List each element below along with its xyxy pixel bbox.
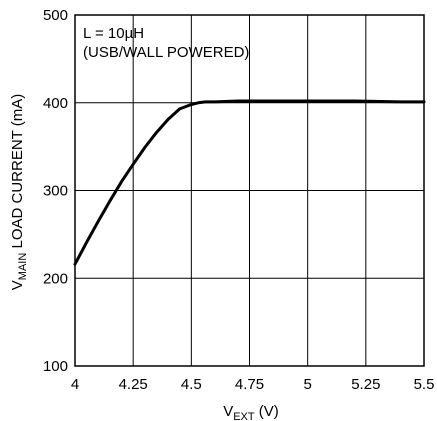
x-tick-label: 4.25 <box>119 376 148 393</box>
x-tick-label: 5.25 <box>351 376 380 393</box>
y-tick-label: 200 <box>43 270 68 287</box>
y-axis-title: VMAIN LOAD CURRENT (mA) <box>9 94 29 290</box>
x-tick-label: 4.5 <box>181 376 202 393</box>
x-axis-title: VEXT (V) <box>223 403 279 421</box>
y-tick-label: 400 <box>43 95 68 112</box>
x-tick-labels: 4 4.25 4.5 4.75 5 5.25 5.5 <box>71 376 435 393</box>
y-tick-label: 100 <box>43 358 68 375</box>
x-axis-title-unit: (V) <box>255 403 279 420</box>
x-axis-title-main: V <box>223 403 233 420</box>
y-axis-title-main: V <box>9 280 26 290</box>
x-tick-label: 4 <box>71 376 79 393</box>
y-tick-labels: 100 200 300 400 500 <box>43 7 68 375</box>
load-current-curve <box>73 99 426 266</box>
y-tick-label: 300 <box>43 183 68 200</box>
y-tick-label: 500 <box>43 7 68 24</box>
annotation-power-source: (USB/WALL POWERED) <box>83 44 249 61</box>
x-tick-label: 5.5 <box>414 376 435 393</box>
y-axis-title-rest: LOAD CURRENT (mA) <box>9 94 26 253</box>
plot-frame <box>74 14 425 367</box>
x-tick-label: 4.75 <box>235 376 264 393</box>
y-axis-title-sub: MAIN <box>17 253 29 281</box>
x-tick-label: 5 <box>303 376 311 393</box>
x-axis-title-sub: EXT <box>233 411 255 421</box>
annotation-inductance: L = 10µH <box>83 25 144 42</box>
gridlines <box>75 15 424 366</box>
